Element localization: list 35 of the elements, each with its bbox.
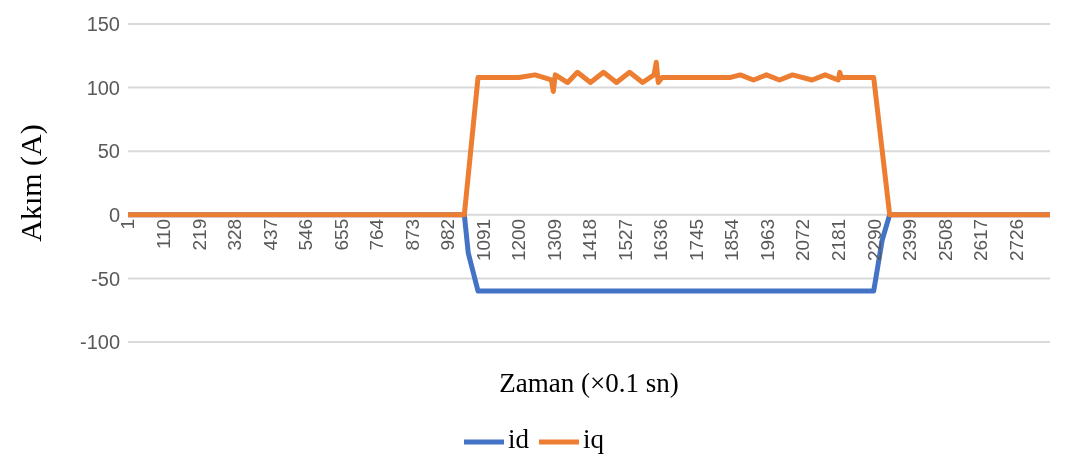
y-tick-label: 0 xyxy=(108,203,120,226)
x-tick-label: 2399 xyxy=(899,218,921,262)
x-tick-label: 1091 xyxy=(472,218,494,262)
y-tick-label: 50 xyxy=(97,140,120,163)
x-tick-label: 1527 xyxy=(614,218,636,262)
x-tick-label: 2290 xyxy=(863,218,885,262)
x-tick-label: 1200 xyxy=(508,218,530,262)
y-tick-label: -100 xyxy=(79,331,120,354)
x-tick-label: 2072 xyxy=(792,218,814,262)
legend-label: id xyxy=(507,424,529,455)
x-tick-label: 1636 xyxy=(650,218,672,262)
x-tick-label: 2726 xyxy=(1005,218,1027,262)
x-tick-label: 655 xyxy=(330,218,352,251)
x-tick-label: 2617 xyxy=(970,218,992,262)
y-tick-label: -50 xyxy=(91,267,120,290)
x-tick-label: 982 xyxy=(437,218,459,251)
y-axis-title: Akım (A) xyxy=(13,124,48,242)
y-tick-label: 100 xyxy=(86,76,120,99)
x-axis-title: Zaman (×0.1 sn) xyxy=(499,368,679,398)
x-tick-label: 1854 xyxy=(721,218,743,262)
x-tick-label: 2181 xyxy=(827,218,849,262)
x-tick-label: 546 xyxy=(295,218,317,251)
x-tick-label: 219 xyxy=(188,218,210,251)
y-tick-label: 150 xyxy=(86,13,120,36)
x-tick-label: 110 xyxy=(153,218,175,250)
x-tick-label: 1963 xyxy=(756,218,778,262)
x-tick-label: 873 xyxy=(401,218,423,251)
x-tick-label: 1418 xyxy=(579,218,601,262)
x-tick-label: 1745 xyxy=(685,218,707,262)
x-tick-label: 2508 xyxy=(934,218,956,262)
x-tick-label: 764 xyxy=(366,218,388,251)
x-tick-label: 437 xyxy=(259,218,281,251)
x-tick-label: 1309 xyxy=(543,218,565,262)
legend-label: iq xyxy=(583,424,605,455)
x-tick-label: 328 xyxy=(224,218,246,251)
